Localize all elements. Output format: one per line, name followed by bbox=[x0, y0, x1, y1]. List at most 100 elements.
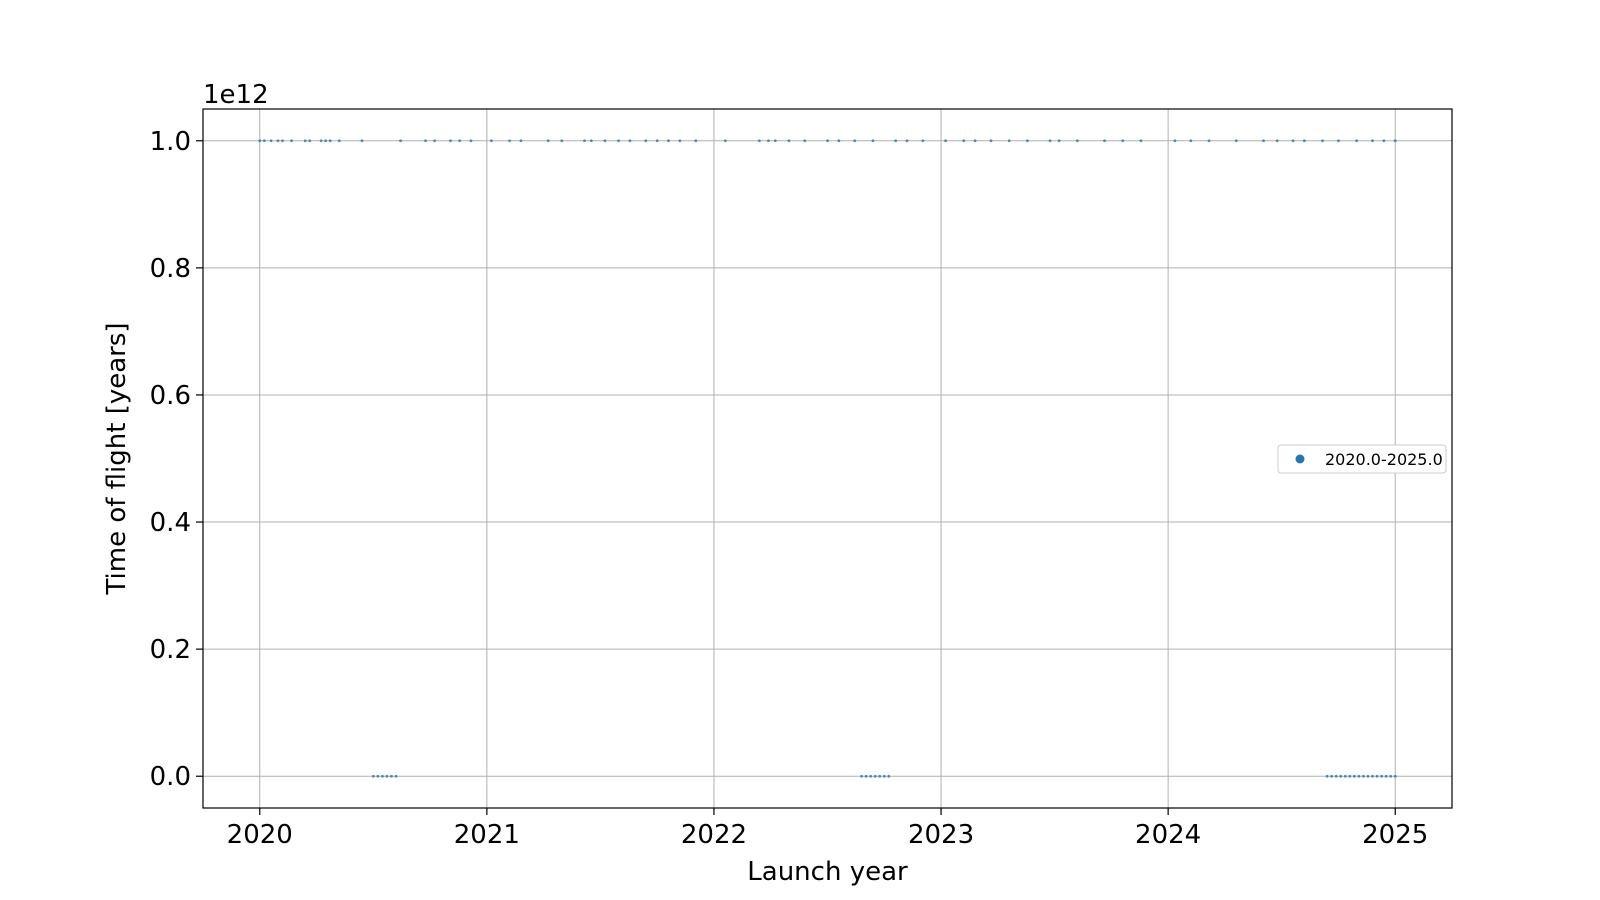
data-point bbox=[1339, 774, 1343, 778]
data-point bbox=[871, 139, 875, 143]
data-point bbox=[308, 139, 312, 143]
data-point bbox=[424, 139, 427, 143]
data-point bbox=[583, 139, 586, 143]
data-point bbox=[276, 139, 280, 143]
data-point bbox=[1139, 139, 1143, 143]
data-point bbox=[860, 774, 863, 778]
data-point bbox=[1189, 139, 1193, 143]
data-point bbox=[1330, 774, 1334, 778]
data-point bbox=[262, 139, 266, 143]
y-tick-label: 0.8 bbox=[150, 254, 191, 284]
data-point bbox=[603, 139, 607, 143]
data-point bbox=[873, 774, 877, 778]
data-point bbox=[290, 139, 293, 143]
data-point bbox=[1025, 139, 1029, 143]
data-point bbox=[1321, 139, 1324, 143]
x-axis-label: Launch year bbox=[747, 857, 908, 887]
data-point bbox=[258, 139, 262, 143]
data-point bbox=[1007, 139, 1011, 143]
data-point bbox=[433, 139, 437, 143]
data-point bbox=[546, 139, 550, 143]
data-point bbox=[303, 139, 307, 143]
legend-marker bbox=[1295, 454, 1305, 464]
data-point bbox=[1337, 139, 1340, 143]
data-point bbox=[1384, 774, 1388, 778]
data-point bbox=[644, 139, 648, 143]
data-point bbox=[376, 774, 380, 778]
y-tick-label: 0.2 bbox=[150, 635, 191, 665]
y-tick-label: 0.6 bbox=[150, 381, 191, 411]
data-point bbox=[1302, 139, 1306, 143]
data-point bbox=[826, 139, 829, 143]
data-point bbox=[360, 139, 364, 143]
data-point bbox=[1173, 139, 1177, 143]
data-point bbox=[1375, 774, 1379, 778]
data-point bbox=[1075, 139, 1079, 143]
data-point bbox=[694, 139, 698, 143]
data-point bbox=[1291, 139, 1295, 143]
data-point bbox=[887, 774, 891, 778]
data-point bbox=[385, 774, 389, 778]
data-point bbox=[1366, 774, 1370, 778]
x-tick-label: 2023 bbox=[908, 820, 974, 850]
data-point bbox=[1207, 139, 1211, 143]
data-point bbox=[1355, 139, 1359, 143]
data-point bbox=[1048, 139, 1052, 143]
data-point bbox=[973, 139, 977, 143]
data-point bbox=[787, 139, 791, 143]
data-point bbox=[371, 774, 375, 778]
data-point bbox=[989, 139, 993, 143]
data-point bbox=[678, 139, 682, 143]
x-tick-label: 2020 bbox=[227, 820, 293, 850]
data-points bbox=[258, 139, 1397, 778]
data-point bbox=[1393, 774, 1397, 778]
y-axis-label: Time of flight [years] bbox=[102, 322, 132, 595]
data-point bbox=[589, 139, 593, 143]
data-point bbox=[723, 139, 727, 143]
data-point bbox=[944, 139, 947, 143]
data-point bbox=[519, 139, 523, 143]
data-point bbox=[1380, 774, 1384, 778]
data-point bbox=[319, 139, 323, 143]
data-point bbox=[655, 139, 659, 143]
data-point bbox=[269, 139, 273, 143]
data-point bbox=[560, 139, 564, 143]
data-point bbox=[381, 774, 384, 778]
y-tick-label: 0.4 bbox=[150, 508, 191, 538]
data-point bbox=[773, 139, 777, 143]
legend-box bbox=[1277, 444, 1447, 474]
y-axis-ticks: 0.0 0.2 0.4 0.6 0.8 1.0 bbox=[150, 127, 203, 792]
data-point bbox=[1343, 774, 1347, 778]
data-point bbox=[1325, 774, 1329, 778]
data-point bbox=[1393, 139, 1397, 143]
legend: 2020.0-2025.0 bbox=[1277, 444, 1447, 474]
data-point bbox=[617, 139, 620, 143]
data-point bbox=[490, 139, 493, 143]
x-axis-ticks: 2020 2021 2022 2023 2024 2025 bbox=[227, 808, 1428, 850]
x-tick-label: 2022 bbox=[681, 820, 747, 850]
data-point bbox=[1371, 774, 1374, 778]
data-point bbox=[921, 139, 925, 143]
data-point bbox=[1121, 139, 1125, 143]
data-point bbox=[449, 139, 452, 143]
data-point bbox=[667, 139, 670, 143]
grid-lines bbox=[203, 109, 1452, 808]
y-tick-label: 1.0 bbox=[150, 127, 191, 157]
data-point bbox=[1057, 139, 1061, 143]
data-point bbox=[962, 139, 966, 143]
data-point bbox=[469, 139, 473, 143]
data-point bbox=[1389, 774, 1393, 778]
data-point bbox=[853, 139, 857, 143]
data-point bbox=[767, 139, 770, 143]
data-point bbox=[864, 774, 868, 778]
y-axis-offset-label: 1e12 bbox=[203, 80, 269, 110]
data-point bbox=[878, 774, 882, 778]
data-point bbox=[1382, 139, 1386, 143]
data-point bbox=[399, 139, 402, 143]
x-tick-label: 2021 bbox=[454, 820, 520, 850]
y-tick-label: 0.0 bbox=[150, 762, 191, 792]
data-point bbox=[1348, 774, 1352, 778]
x-tick-label: 2024 bbox=[1135, 820, 1201, 850]
data-point bbox=[1262, 139, 1265, 143]
